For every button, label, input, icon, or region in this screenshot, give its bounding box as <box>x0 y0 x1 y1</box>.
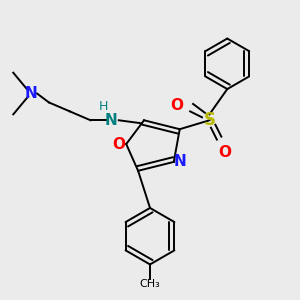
Text: O: O <box>218 146 231 160</box>
Text: H: H <box>99 100 109 113</box>
Text: O: O <box>112 136 125 152</box>
Text: N: N <box>174 154 187 169</box>
Text: CH₃: CH₃ <box>140 279 160 289</box>
Text: N: N <box>105 113 118 128</box>
Text: O: O <box>170 98 183 113</box>
Text: S: S <box>203 111 215 129</box>
Text: N: N <box>25 86 38 101</box>
